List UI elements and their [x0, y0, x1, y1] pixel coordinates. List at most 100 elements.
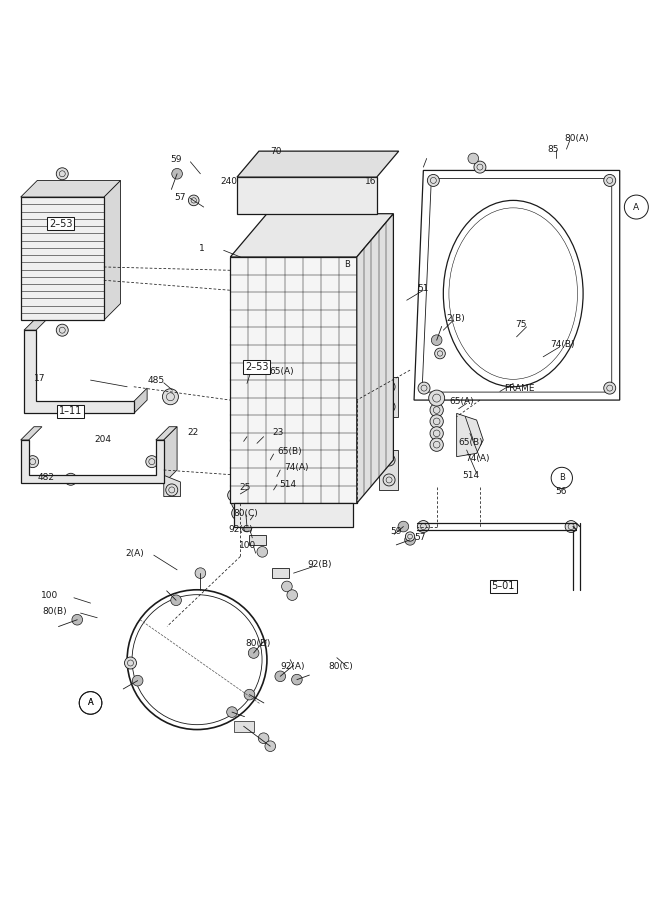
Circle shape — [125, 657, 137, 669]
Circle shape — [27, 455, 39, 468]
Polygon shape — [357, 213, 394, 503]
Circle shape — [163, 389, 178, 405]
Text: 1: 1 — [199, 245, 205, 254]
Circle shape — [287, 590, 297, 600]
Circle shape — [232, 447, 244, 459]
Circle shape — [132, 675, 143, 686]
Bar — [21, 197, 104, 320]
Text: 57: 57 — [415, 534, 426, 543]
Circle shape — [257, 546, 267, 557]
Bar — [233, 721, 253, 732]
Text: 92(B): 92(B) — [307, 560, 332, 569]
Text: 16: 16 — [365, 177, 376, 186]
Circle shape — [188, 195, 199, 206]
Circle shape — [231, 473, 245, 487]
Text: 2–53: 2–53 — [245, 362, 269, 372]
Text: 240: 240 — [220, 176, 237, 185]
Bar — [230, 444, 267, 464]
Text: 80(D): 80(D) — [245, 638, 270, 647]
Text: 514: 514 — [463, 471, 480, 480]
Circle shape — [418, 520, 430, 533]
Circle shape — [244, 689, 255, 700]
Polygon shape — [104, 180, 121, 320]
Text: 65(B): 65(B) — [277, 446, 302, 455]
Text: 92(C): 92(C) — [228, 526, 253, 535]
Text: A: A — [87, 698, 93, 707]
Text: 514: 514 — [279, 480, 296, 489]
Circle shape — [291, 674, 302, 685]
Text: 22: 22 — [187, 428, 199, 436]
Circle shape — [56, 167, 68, 180]
Circle shape — [265, 741, 275, 751]
Circle shape — [275, 671, 285, 681]
Circle shape — [281, 581, 292, 592]
Circle shape — [172, 168, 182, 179]
Text: 17: 17 — [34, 374, 45, 383]
Text: 100: 100 — [41, 590, 58, 599]
Circle shape — [278, 190, 289, 201]
Polygon shape — [237, 151, 399, 177]
Polygon shape — [134, 388, 147, 413]
Text: 25: 25 — [239, 483, 250, 492]
Circle shape — [604, 382, 616, 394]
Text: 59: 59 — [171, 156, 182, 165]
Text: B: B — [344, 260, 350, 269]
Circle shape — [468, 153, 479, 164]
Text: B: B — [559, 473, 565, 482]
Text: 74(A): 74(A) — [466, 454, 490, 464]
Polygon shape — [230, 213, 394, 257]
Text: 75: 75 — [515, 320, 527, 329]
Text: 80(C): 80(C) — [328, 662, 353, 670]
Text: A: A — [87, 698, 93, 707]
Circle shape — [248, 190, 259, 201]
Circle shape — [253, 447, 265, 459]
Circle shape — [171, 595, 181, 606]
Circle shape — [331, 190, 342, 201]
Bar — [233, 503, 354, 526]
Circle shape — [115, 401, 127, 413]
Circle shape — [235, 395, 251, 411]
Bar — [230, 257, 357, 503]
Text: 51: 51 — [418, 284, 429, 292]
Circle shape — [231, 507, 245, 520]
Circle shape — [604, 175, 616, 186]
Circle shape — [227, 490, 239, 501]
Circle shape — [430, 415, 444, 428]
Text: 74(B): 74(B) — [550, 340, 575, 349]
Polygon shape — [164, 427, 177, 483]
Text: 485: 485 — [147, 376, 164, 385]
Text: 5–01: 5–01 — [492, 581, 515, 591]
Circle shape — [430, 403, 444, 417]
Circle shape — [237, 456, 250, 470]
Text: FRAME: FRAME — [504, 383, 534, 392]
Polygon shape — [156, 427, 177, 440]
Polygon shape — [21, 180, 121, 197]
Circle shape — [430, 427, 444, 440]
Circle shape — [231, 451, 255, 475]
Text: 2(B): 2(B) — [447, 314, 466, 323]
Text: 1–11: 1–11 — [59, 407, 82, 417]
Text: 65(A): 65(A) — [450, 397, 474, 406]
Circle shape — [383, 400, 395, 413]
Circle shape — [56, 324, 68, 337]
Text: 65(A): 65(A) — [269, 367, 294, 376]
Circle shape — [418, 382, 430, 394]
Circle shape — [88, 401, 100, 413]
Circle shape — [231, 497, 245, 510]
Circle shape — [72, 615, 83, 626]
Circle shape — [398, 521, 409, 532]
Text: 65(B): 65(B) — [459, 437, 484, 446]
Polygon shape — [457, 413, 484, 456]
Circle shape — [383, 474, 395, 486]
Bar — [237, 177, 377, 213]
Circle shape — [405, 535, 416, 545]
Circle shape — [432, 335, 442, 346]
Text: 23: 23 — [272, 428, 283, 436]
Text: 85: 85 — [548, 145, 560, 154]
Polygon shape — [21, 427, 42, 440]
Circle shape — [258, 733, 269, 743]
Polygon shape — [24, 330, 134, 413]
Text: 74(A): 74(A) — [284, 464, 309, 472]
Text: 92(A): 92(A) — [280, 662, 305, 670]
Bar — [272, 568, 289, 579]
